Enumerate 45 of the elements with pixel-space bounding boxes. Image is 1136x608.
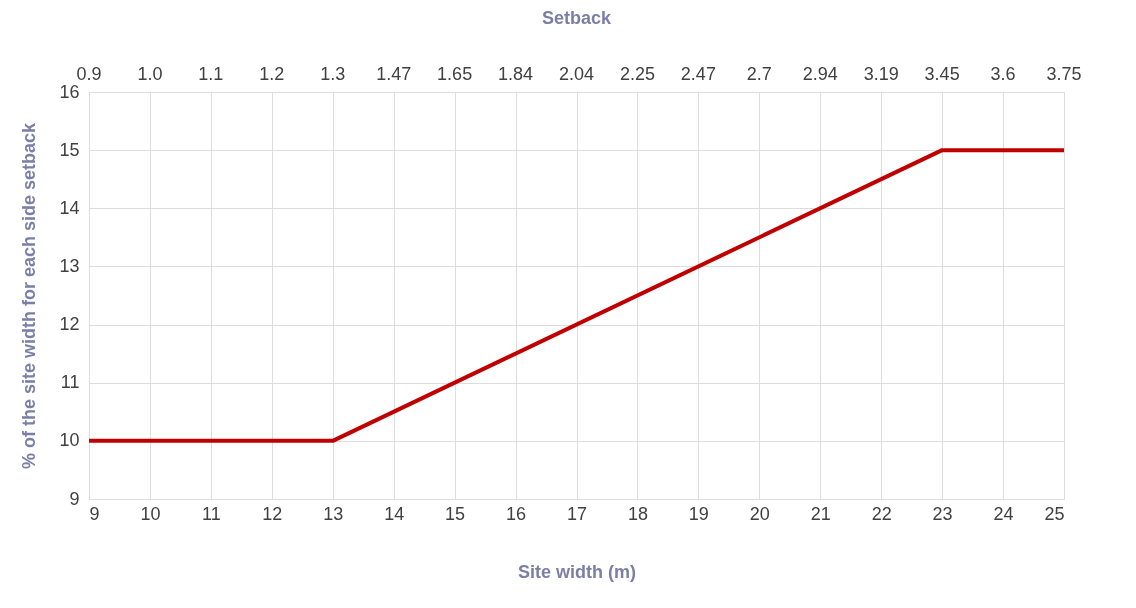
x-tick-label: 22 bbox=[871, 503, 892, 524]
x-tick-label: 16 bbox=[506, 503, 527, 524]
text: 3.6 bbox=[990, 64, 1016, 84]
y-tick-label: 16 bbox=[59, 81, 80, 102]
text: 1.47 bbox=[376, 64, 412, 84]
text: 3.19 bbox=[863, 64, 899, 84]
text: 2.25 bbox=[619, 64, 655, 84]
x-tick-label: 25 bbox=[1044, 503, 1065, 524]
text: 2.04 bbox=[558, 64, 595, 84]
x-tick-label: 10 bbox=[140, 503, 161, 524]
y-tick-label: 11 bbox=[60, 372, 80, 393]
x-tick-label: 24 bbox=[993, 503, 1014, 524]
x-tick-label: 15 bbox=[445, 503, 466, 524]
x-tick-label: 23 bbox=[932, 503, 953, 524]
text: 0.9 bbox=[76, 64, 102, 84]
y-tick-label: 13 bbox=[59, 255, 80, 276]
text: 1.3 bbox=[320, 64, 346, 84]
y-tick-label: 15 bbox=[59, 139, 80, 160]
text: 1.1 bbox=[198, 64, 224, 84]
text: 2.47 bbox=[680, 64, 716, 84]
x-tick-label: 21 bbox=[810, 503, 831, 524]
y-tick-label: 12 bbox=[59, 314, 80, 335]
x-axis-title: Site width (m) bbox=[518, 561, 636, 582]
x-tick-label: 17 bbox=[566, 503, 588, 524]
y-tick-label: 10 bbox=[59, 430, 80, 451]
text: 2.94 bbox=[802, 64, 838, 84]
x-tick-label: 13 bbox=[323, 503, 344, 524]
text: 3.75 bbox=[1046, 64, 1082, 84]
x-tick-label: 19 bbox=[688, 503, 709, 524]
x-tick-label: 14 bbox=[384, 503, 405, 524]
x-tick-label: 20 bbox=[749, 503, 770, 524]
x-tick-label: 12 bbox=[262, 503, 283, 524]
y-tick-label: 9 bbox=[69, 488, 80, 509]
text: 1.2 bbox=[259, 64, 285, 84]
text: 3.45 bbox=[924, 64, 960, 84]
x2-axis-title: Setback bbox=[541, 8, 612, 28]
text: 1.0 bbox=[137, 64, 163, 84]
y-axis-title: % of the site width for each side setback bbox=[19, 121, 40, 470]
text: 2.7 bbox=[746, 64, 772, 84]
y-tick-label: 14 bbox=[59, 197, 80, 218]
x-tick-label: 18 bbox=[627, 503, 648, 524]
text: 1.84 bbox=[498, 64, 534, 84]
x-tick-label: 9 bbox=[89, 503, 100, 524]
x-tick-label: 11 bbox=[202, 503, 221, 524]
text: 1.65 bbox=[437, 64, 473, 84]
